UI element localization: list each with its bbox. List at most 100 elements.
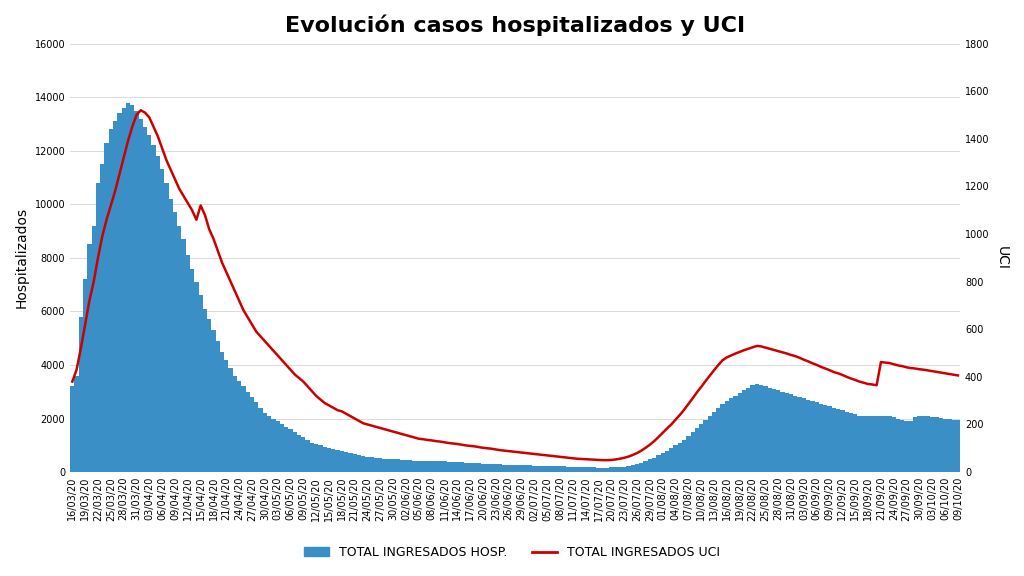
Bar [725, 401, 729, 472]
Bar [216, 341, 220, 472]
Bar [523, 465, 528, 472]
Bar [297, 434, 301, 472]
Bar [109, 129, 113, 472]
Bar [741, 391, 746, 472]
Bar [900, 420, 904, 472]
Bar [802, 399, 806, 472]
Bar [421, 461, 425, 472]
Bar [922, 416, 926, 472]
Bar [617, 467, 622, 472]
Bar [305, 440, 309, 472]
Bar [943, 419, 947, 472]
Bar [511, 465, 515, 472]
Bar [768, 388, 772, 472]
Bar [485, 464, 489, 472]
Bar [592, 467, 596, 472]
Bar [669, 448, 674, 472]
Legend: TOTAL INGRESADOS HOSP., TOTAL INGRESADOS UCI: TOTAL INGRESADOS HOSP., TOTAL INGRESADOS… [299, 541, 725, 564]
Bar [271, 419, 275, 472]
Bar [138, 119, 143, 472]
Bar [794, 396, 798, 472]
Bar [130, 105, 134, 472]
Bar [896, 419, 900, 472]
Bar [883, 416, 888, 472]
Bar [755, 384, 759, 472]
Bar [348, 453, 352, 472]
Bar [690, 432, 695, 472]
Bar [263, 413, 267, 472]
Bar [908, 421, 913, 472]
Y-axis label: UCI: UCI [995, 246, 1009, 270]
Bar [635, 464, 639, 472]
Bar [100, 164, 104, 472]
Bar [293, 432, 297, 472]
Bar [532, 465, 537, 472]
Bar [866, 416, 870, 472]
Bar [195, 282, 199, 472]
Bar [284, 427, 289, 472]
Bar [374, 457, 378, 472]
Bar [788, 395, 794, 472]
Bar [836, 409, 841, 472]
Bar [699, 424, 703, 472]
Bar [267, 416, 271, 472]
Bar [853, 415, 857, 472]
Bar [301, 437, 305, 472]
Bar [566, 467, 570, 472]
Bar [494, 464, 498, 472]
Bar [413, 461, 417, 472]
Bar [232, 376, 237, 472]
Bar [831, 408, 836, 472]
Bar [228, 367, 232, 472]
Bar [588, 467, 592, 472]
Bar [537, 465, 541, 472]
Bar [605, 468, 609, 472]
Bar [403, 460, 409, 472]
Bar [314, 444, 318, 472]
Bar [772, 389, 776, 472]
Bar [926, 416, 930, 472]
Bar [104, 143, 109, 472]
Bar [181, 239, 185, 472]
Bar [776, 391, 780, 472]
Bar [169, 199, 173, 472]
Bar [601, 468, 605, 472]
Bar [409, 460, 413, 472]
Bar [716, 408, 721, 472]
Bar [91, 226, 96, 472]
Bar [289, 429, 293, 472]
Bar [143, 127, 147, 472]
Bar [468, 463, 472, 472]
Bar [160, 169, 164, 472]
Bar [519, 465, 523, 472]
Bar [823, 405, 827, 472]
Bar [678, 442, 682, 472]
Bar [220, 351, 224, 472]
Bar [83, 279, 87, 472]
Bar [558, 467, 562, 472]
Bar [879, 416, 883, 472]
Bar [810, 401, 815, 472]
Bar [733, 396, 737, 472]
Bar [656, 456, 660, 472]
Bar [503, 465, 507, 472]
Bar [399, 460, 403, 472]
Bar [211, 330, 216, 472]
Bar [336, 450, 340, 472]
Bar [780, 392, 784, 472]
Bar [190, 268, 195, 472]
Bar [841, 411, 845, 472]
Bar [759, 385, 763, 472]
Bar [391, 459, 395, 472]
Bar [224, 359, 228, 472]
Bar [498, 464, 503, 472]
Bar [185, 255, 190, 472]
Bar [250, 397, 254, 472]
Bar [721, 404, 725, 472]
Bar [549, 466, 554, 472]
Bar [318, 445, 323, 472]
Bar [622, 467, 627, 472]
Bar [331, 449, 336, 472]
Bar [562, 467, 566, 472]
Bar [117, 113, 122, 472]
